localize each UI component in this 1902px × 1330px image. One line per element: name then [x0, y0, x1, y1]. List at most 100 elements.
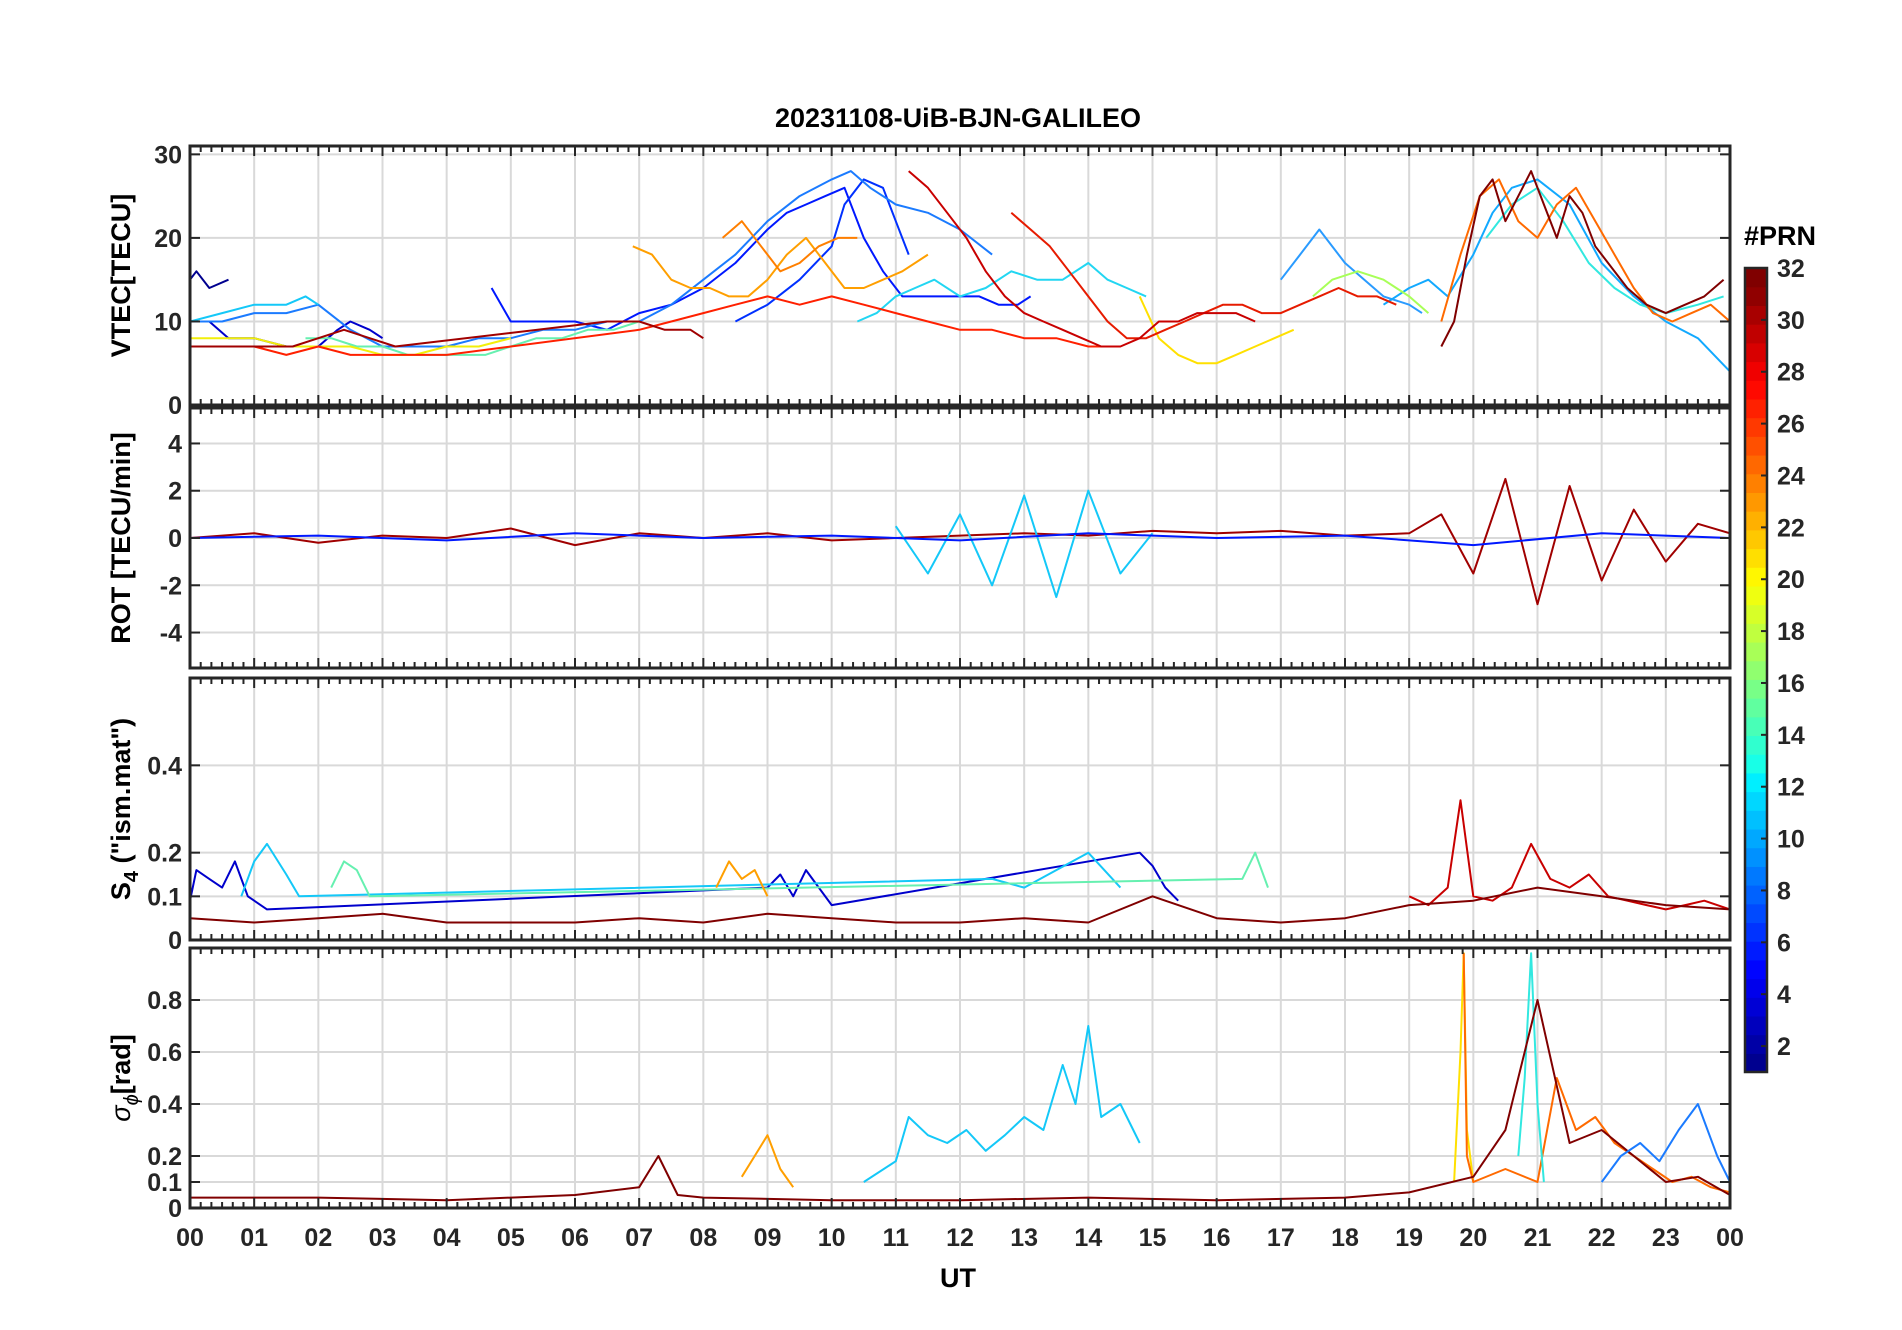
y-tick-label: 0.8 — [147, 987, 182, 1015]
colorbar-tick-label: 32 — [1777, 255, 1805, 283]
y-tick-label: 0 — [168, 1195, 182, 1223]
series-line-prn-21 — [1138, 295, 1295, 365]
x-axis-label: UT — [940, 1263, 976, 1293]
series-line-prn-17 — [1312, 270, 1430, 314]
colorbar-segment — [1745, 754, 1767, 774]
series-group — [190, 170, 1730, 373]
y-tick-label: 0.6 — [147, 1039, 182, 1067]
colorbar-segment — [1745, 567, 1767, 587]
series-line-prn-12 — [856, 262, 1147, 323]
colorbar-segment — [1745, 641, 1767, 662]
colorbar-segment — [1745, 772, 1767, 793]
x-tick-label: 19 — [1395, 1224, 1423, 1252]
series-line-prn-3 — [190, 320, 384, 348]
colorbar-segment — [1745, 305, 1767, 325]
y-tick-label: 0 — [168, 927, 182, 955]
y-tick-label: 0.1 — [147, 1169, 182, 1197]
x-tick-label: 20 — [1459, 1224, 1487, 1252]
colorbar-segment — [1745, 903, 1767, 924]
x-tick-label: 12 — [946, 1224, 974, 1252]
y-tick-label: -2 — [160, 572, 182, 600]
colorbar-segment — [1745, 286, 1767, 306]
colorbar-label: #PRN — [1744, 221, 1816, 251]
colorbar-segment — [1745, 1034, 1767, 1054]
colorbar-segment — [1745, 417, 1767, 437]
series-line-prn-3 — [190, 851, 1179, 911]
y-tick-label: 0.4 — [147, 752, 182, 780]
x-tick-label: 06 — [561, 1224, 589, 1252]
series-line-prn-32 — [190, 886, 1730, 924]
x-tick-label: 14 — [1074, 1224, 1102, 1252]
series-line-prn-30 — [908, 170, 1256, 348]
x-tick-label: 02 — [304, 1224, 332, 1252]
colorbar-segment — [1745, 380, 1767, 400]
series-line-prn-20 — [190, 337, 512, 356]
series-line-prn-13 — [1485, 186, 1724, 315]
x-tick-label: 07 — [625, 1224, 653, 1252]
series-line-prn-27 — [190, 295, 1121, 356]
panel-s4: 0 0.1 0.2 0.4S4 ("ism.mat") — [106, 676, 1732, 955]
series-line-prn-11 — [190, 295, 319, 323]
x-tick-label: 11 — [883, 1224, 910, 1252]
colorbar-segment — [1745, 810, 1767, 830]
colorbar-tick-label: 14 — [1777, 722, 1805, 750]
y-tick-label: 0.1 — [147, 883, 182, 911]
colorbar-tick-label: 2 — [1777, 1033, 1791, 1061]
series-group — [190, 477, 1730, 606]
colorbar-segment — [1745, 1053, 1767, 1073]
x-tick-label: 01 — [240, 1224, 268, 1252]
series-line-prn-25 — [1440, 178, 1730, 323]
colorbar-segment — [1745, 585, 1767, 606]
colorbar-tick-label: 16 — [1777, 670, 1805, 698]
colorbar-segment — [1745, 511, 1767, 531]
colorbar-segment — [1745, 828, 1767, 849]
series-line-prn-11 — [240, 842, 1122, 898]
y-axis-label-vtec: VTEC[TECU] — [106, 194, 136, 358]
x-tick-label: 23 — [1652, 1224, 1680, 1252]
colorbar-segment — [1745, 866, 1767, 886]
colorbar-segment — [1745, 660, 1767, 680]
series-line-prn-30 — [1408, 799, 1730, 911]
series-line-prn-23 — [715, 860, 769, 897]
series-group — [190, 799, 1730, 924]
x-tick-label: 16 — [1203, 1224, 1231, 1252]
series-line-prn-14 — [305, 320, 640, 356]
y-tick-label: 4 — [168, 430, 182, 458]
colorbar-segment — [1745, 978, 1767, 998]
x-tick-label: 13 — [1010, 1224, 1038, 1252]
series-line-prn-1 — [190, 270, 229, 289]
colorbar-segment — [1745, 268, 1767, 288]
x-tick-label: 21 — [1524, 1224, 1552, 1252]
colorbar-segment — [1745, 492, 1767, 512]
colorbar-segment — [1745, 959, 1767, 980]
colorbar-tick-label: 22 — [1777, 514, 1805, 542]
y-tick-label: 30 — [154, 141, 182, 169]
series-line-prn-31 — [190, 320, 704, 348]
colorbar-segment — [1745, 529, 1767, 550]
colorbar-segment — [1745, 473, 1767, 493]
y-axis-label-sigma: σϕ[rad] — [106, 1034, 143, 1121]
colorbar-segment — [1745, 342, 1767, 363]
colorbar-segment — [1745, 716, 1767, 737]
colorbar-tick-label: 20 — [1777, 566, 1805, 594]
colorbar-segment — [1745, 436, 1767, 456]
colorbar-tick-label: 12 — [1777, 774, 1805, 802]
colorbar-segment — [1745, 791, 1767, 811]
colorbar-tick-label: 8 — [1777, 877, 1791, 905]
figure-title: 20231108-UiB-BJN-GALILEO — [775, 103, 1141, 133]
colorbar-segment — [1745, 324, 1767, 344]
series-line-prn-23 — [740, 1134, 795, 1188]
y-tick-label: 2 — [168, 478, 182, 506]
series-line-prn-32 — [1440, 170, 1725, 347]
colorbar-segment — [1745, 698, 1767, 718]
series-line-prn-14 — [330, 851, 1269, 898]
colorbar-segment — [1745, 941, 1767, 961]
colorbar-frame — [1743, 266, 1769, 1074]
y-tick-label: -4 — [160, 620, 182, 648]
y-tick-label: 20 — [154, 225, 182, 253]
x-tick-label: 03 — [369, 1224, 397, 1252]
series-line-prn-32 — [190, 477, 1730, 606]
